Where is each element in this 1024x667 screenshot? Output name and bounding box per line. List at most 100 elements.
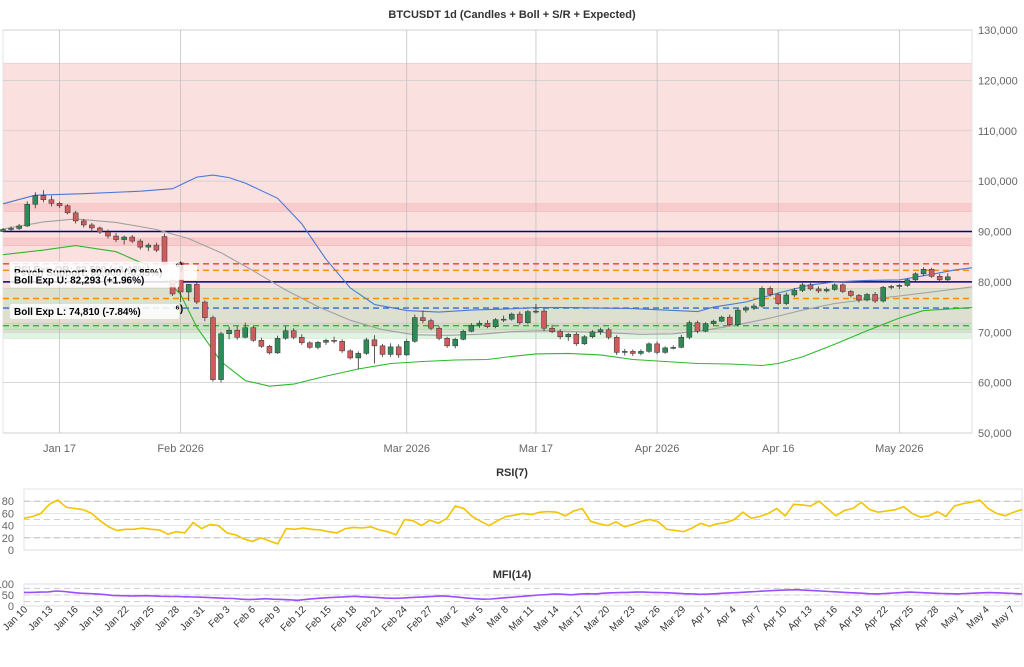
candle-body — [387, 346, 394, 355]
candle-body — [56, 203, 63, 207]
candle-body — [807, 284, 814, 290]
candle-body — [444, 338, 450, 347]
candle-body — [436, 327, 442, 339]
candle-body — [928, 269, 935, 277]
candle-body — [452, 339, 458, 347]
candle-body — [775, 294, 781, 304]
candle-body — [589, 331, 596, 338]
candle-body — [476, 322, 483, 326]
candle-body — [735, 309, 741, 325]
candle-body — [525, 311, 531, 323]
annotation-box — [10, 272, 180, 288]
candle-body — [323, 340, 329, 343]
candle-body — [403, 341, 410, 356]
panel-y-tick: 0 — [8, 601, 14, 613]
bottom-x-tick: Mar 5 — [460, 604, 486, 630]
bottom-x-tick: Jan 22 — [102, 604, 131, 633]
bottom-x-tick: Feb 6 — [232, 604, 258, 630]
candle-body — [347, 350, 353, 359]
candle-body — [105, 231, 111, 237]
candle-body — [331, 340, 337, 342]
candle-body — [185, 284, 192, 293]
annotation-box — [10, 304, 180, 320]
candle-body — [799, 284, 806, 291]
annotation-suffix: ⁶) — [175, 304, 183, 315]
candle-body — [428, 320, 434, 329]
candle-body — [145, 244, 152, 248]
candle-body — [266, 346, 273, 354]
bottom-x-tick: Mar 26 — [633, 604, 663, 634]
candle-body — [670, 347, 676, 349]
main-y-axis: 50,000 60,000 70,000 80,000 90,000 100,000 110… — [978, 25, 1018, 440]
candle-body — [412, 317, 418, 342]
candle-body — [492, 319, 499, 327]
candle-body — [783, 294, 790, 304]
candle-body — [218, 333, 224, 380]
candle-body — [234, 329, 240, 338]
candle-body — [129, 236, 135, 242]
candle-body — [484, 322, 491, 327]
bottom-x-tick: May 1 — [939, 604, 966, 631]
candle-body — [137, 240, 144, 248]
candle-body — [153, 244, 160, 251]
candle-body — [250, 327, 257, 341]
candle-body — [718, 316, 725, 322]
bottom-x-tick: Jan 31 — [178, 604, 207, 633]
candle-body — [573, 334, 580, 345]
bottom-x-tick: Mar 2 — [434, 604, 460, 630]
bottom-x-tick: Mar 23 — [608, 604, 638, 634]
bottom-x-tick: Feb 27 — [405, 604, 435, 634]
candle-body — [694, 322, 701, 332]
bottom-x-tick: Apr 16 — [811, 604, 840, 633]
x-tick-label: Apr 2026 — [635, 443, 680, 455]
panel-y-tick: 60 — [2, 508, 14, 520]
candle-body — [759, 288, 765, 307]
main-chart-title: BTCUSDT 1d (Candles + Boll + S/R + Expec… — [388, 9, 636, 21]
candle-body — [751, 305, 757, 309]
candle-body — [888, 286, 895, 288]
candle-body — [258, 340, 265, 347]
candle-body — [315, 342, 321, 348]
candle-body — [630, 351, 636, 354]
candle-body — [113, 235, 119, 240]
mfi-panel: 050100 — [0, 579, 1023, 613]
candle-body — [557, 331, 563, 338]
candle-body — [299, 337, 305, 344]
candle-body — [856, 295, 862, 301]
annotation-label: Boll Exp L: 74,810 (-7.84%) — [14, 307, 141, 318]
x-tick-label: Feb 2026 — [157, 443, 203, 455]
candle-body — [791, 290, 798, 296]
candle-body — [686, 322, 693, 338]
panel-y-tick: 20 — [2, 533, 14, 545]
candle-body — [72, 212, 79, 222]
bottom-x-tick: Feb 12 — [279, 604, 309, 634]
candle-body — [646, 343, 652, 352]
candle-body — [743, 307, 749, 311]
bottom-x-tick: Feb 3 — [207, 604, 233, 630]
indicator-line — [23, 499, 1023, 545]
bottom-x-tick: May 7 — [990, 604, 1017, 631]
candle-body — [395, 346, 402, 356]
bottom-x-tick: Mar 14 — [532, 604, 562, 634]
candle-body — [500, 318, 507, 321]
candle-body — [767, 288, 773, 295]
candle-body — [622, 351, 628, 353]
candle-body — [8, 228, 14, 230]
bottom-x-tick: Feb 24 — [380, 604, 410, 634]
bb-upper-line — [2, 174, 973, 313]
zone-resistance — [2, 203, 973, 212]
bottom-x-tick: Jan 19 — [77, 604, 106, 633]
x-tick-label: Jan 17 — [43, 443, 76, 455]
candle-body — [613, 337, 620, 353]
x-tick-label: May 2026 — [875, 443, 923, 455]
mfi-chart-title: MFI(14) — [493, 569, 532, 581]
candle-body — [274, 338, 281, 354]
candle-body — [290, 330, 297, 338]
y-tick-label: 50,000 — [978, 428, 1012, 440]
bottom-x-tick: Apr 4 — [714, 604, 739, 629]
panel-frame — [23, 488, 1023, 551]
candle-body — [210, 317, 216, 380]
level-annotations: RSI Exp OB: 83,590 (+3.48%)⁶)Psych Suppo… — [10, 261, 197, 320]
